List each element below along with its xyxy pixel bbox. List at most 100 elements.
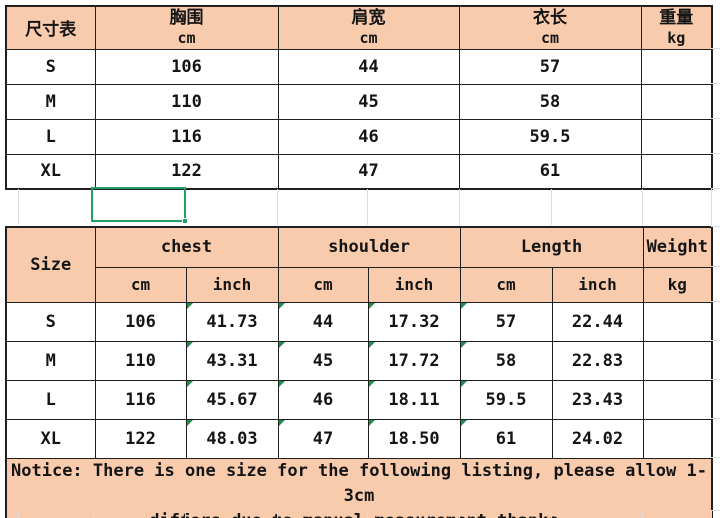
subheader-cell-shoulder-cm[interactable]: cm bbox=[277, 266, 369, 303]
data-cell[interactable]: 110 bbox=[94, 340, 187, 381]
size-label-cell[interactable]: L bbox=[5, 118, 96, 155]
data-cell[interactable]: 45.67 bbox=[185, 379, 279, 420]
data-cell[interactable] bbox=[640, 118, 713, 155]
header-cell-weight-cn[interactable]: 重量 kg bbox=[640, 5, 713, 50]
table-header-row: 尺寸表 胸围 cm 肩宽 cm 衣长 cm 重量 kg bbox=[5, 5, 713, 50]
data-cell[interactable]: 17.72 bbox=[367, 340, 461, 381]
data-cell[interactable]: 24.02 bbox=[551, 418, 644, 459]
data-cell[interactable] bbox=[640, 83, 713, 120]
size-label-cell[interactable]: L bbox=[5, 379, 96, 420]
data-cell[interactable]: 44 bbox=[277, 48, 460, 85]
data-cell[interactable]: 43.31 bbox=[185, 340, 279, 381]
data-cell[interactable]: 18.11 bbox=[367, 379, 461, 420]
size-label-cell[interactable]: M bbox=[5, 83, 96, 120]
data-cell[interactable]: 106 bbox=[94, 48, 279, 85]
subheader-cell-length-cm[interactable]: cm bbox=[459, 266, 553, 303]
gridline bbox=[551, 189, 552, 225]
subheader-cell-chest-cm[interactable]: cm bbox=[94, 266, 187, 303]
size-label-cell[interactable]: XL bbox=[5, 418, 96, 459]
gridline bbox=[711, 511, 712, 518]
data-cell[interactable]: 41.73 bbox=[185, 301, 279, 342]
header-cell-chest[interactable]: chest bbox=[94, 226, 279, 268]
size-table-cn: 尺寸表 胸围 cm 肩宽 cm 衣长 cm 重量 kg S 106 44 57 bbox=[5, 5, 713, 190]
header-label: 胸围 bbox=[169, 7, 204, 28]
data-cell[interactable]: 106 bbox=[94, 301, 187, 342]
header-cell-length-cn[interactable]: 衣长 cm bbox=[458, 5, 642, 50]
data-cell[interactable]: 45 bbox=[277, 83, 460, 120]
data-cell[interactable]: 47 bbox=[277, 153, 460, 190]
data-cell[interactable]: 45 bbox=[277, 340, 369, 381]
data-cell[interactable]: 61 bbox=[458, 153, 642, 190]
table-subheader-row: cm inch cm inch cm inch kg bbox=[6, 266, 713, 303]
data-cell[interactable] bbox=[640, 153, 713, 190]
data-cell[interactable]: 22.83 bbox=[551, 340, 644, 381]
data-cell[interactable] bbox=[642, 418, 713, 459]
gridline bbox=[711, 266, 720, 267]
table-row: XL 122 47 61 bbox=[5, 153, 713, 190]
data-cell[interactable]: 61 bbox=[459, 418, 553, 459]
gridline bbox=[642, 511, 643, 518]
table-row: S 106 41.73 44 17.32 57 22.44 bbox=[5, 301, 713, 342]
data-cell[interactable] bbox=[642, 340, 713, 381]
data-cell[interactable]: 116 bbox=[94, 118, 279, 155]
data-cell[interactable]: 110 bbox=[94, 83, 279, 120]
subheader-cell-chest-inch[interactable]: inch bbox=[185, 266, 279, 303]
data-cell[interactable]: 58 bbox=[459, 340, 553, 381]
data-cell[interactable]: 46 bbox=[277, 379, 369, 420]
gridline bbox=[711, 48, 720, 49]
data-cell[interactable]: 17.32 bbox=[367, 301, 461, 342]
subheader-cell-weight-kg[interactable]: kg bbox=[642, 266, 713, 303]
data-cell[interactable]: 116 bbox=[94, 379, 187, 420]
header-cell-shoulder-cn[interactable]: 肩宽 cm bbox=[277, 5, 460, 50]
data-cell[interactable]: 122 bbox=[94, 418, 187, 459]
header-label: 肩宽 bbox=[351, 7, 386, 28]
cell-selection-box[interactable] bbox=[91, 187, 188, 224]
notice-text-line2: differs due to manual measurement,thanks… bbox=[7, 509, 711, 518]
size-label-cell[interactable]: S bbox=[5, 48, 96, 85]
table-row: S 106 44 57 bbox=[5, 48, 713, 85]
data-cell[interactable] bbox=[640, 48, 713, 85]
header-unit: cm bbox=[177, 28, 196, 47]
size-label-cell[interactable]: M bbox=[5, 340, 96, 381]
header-cell-size[interactable]: Size bbox=[5, 226, 96, 303]
size-label-cell[interactable]: S bbox=[5, 301, 96, 342]
gridline bbox=[93, 511, 94, 518]
subheader-cell-shoulder-inch[interactable]: inch bbox=[367, 266, 461, 303]
data-cell[interactable]: 58 bbox=[458, 83, 642, 120]
data-cell[interactable]: 122 bbox=[94, 153, 279, 190]
data-cell[interactable]: 23.43 bbox=[551, 379, 644, 420]
gridline bbox=[711, 118, 720, 119]
table-row: M 110 43.31 45 17.72 58 22.83 bbox=[5, 340, 713, 381]
gridline bbox=[711, 510, 720, 511]
header-cell-weight[interactable]: Weight bbox=[642, 226, 713, 268]
data-cell[interactable]: 22.44 bbox=[551, 301, 644, 342]
data-cell[interactable]: 57 bbox=[459, 301, 553, 342]
header-unit: cm bbox=[540, 28, 560, 47]
gridline bbox=[711, 301, 720, 302]
data-cell[interactable] bbox=[642, 379, 713, 420]
data-cell[interactable]: 18.50 bbox=[367, 418, 461, 459]
gridline bbox=[185, 511, 186, 518]
fill-handle[interactable] bbox=[182, 218, 188, 224]
header-cell-size-chart[interactable]: 尺寸表 bbox=[5, 5, 96, 50]
header-label: 重量 bbox=[659, 7, 694, 28]
gridline bbox=[711, 153, 720, 154]
gridline bbox=[642, 189, 643, 225]
data-cell[interactable]: 47 bbox=[277, 418, 369, 459]
gridline bbox=[551, 511, 552, 518]
header-cell-shoulder[interactable]: shoulder bbox=[277, 226, 461, 268]
data-cell[interactable] bbox=[642, 301, 713, 342]
data-cell[interactable]: 57 bbox=[458, 48, 642, 85]
data-cell[interactable]: 59.5 bbox=[458, 118, 642, 155]
notice-cell[interactable]: Notice: There is one size for the follow… bbox=[5, 457, 713, 518]
gridline bbox=[711, 188, 720, 189]
header-cell-length[interactable]: Length bbox=[459, 226, 644, 268]
data-cell[interactable]: 46 bbox=[277, 118, 460, 155]
subheader-cell-length-inch[interactable]: inch bbox=[551, 266, 644, 303]
data-cell[interactable]: 48.03 bbox=[185, 418, 279, 459]
header-cell-chest-cn[interactable]: 胸围 cm bbox=[94, 5, 279, 50]
data-cell[interactable]: 44 bbox=[277, 301, 369, 342]
data-cell[interactable]: 59.5 bbox=[459, 379, 553, 420]
size-label-cell[interactable]: XL bbox=[5, 153, 96, 190]
